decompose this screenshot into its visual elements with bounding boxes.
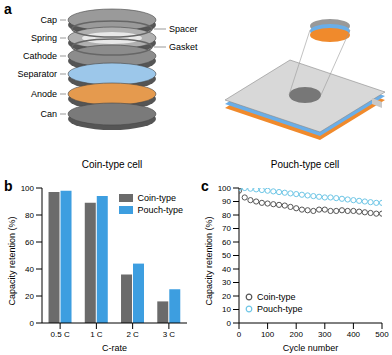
- svg-text:a: a: [4, 1, 12, 17]
- svg-text:20: 20: [25, 292, 34, 301]
- svg-text:0: 0: [237, 330, 242, 339]
- svg-text:1 C: 1 C: [90, 330, 103, 339]
- svg-text:Anode: Anode: [31, 89, 57, 99]
- svg-text:80: 80: [25, 211, 34, 220]
- svg-text:100: 100: [261, 330, 275, 339]
- html-text:Coin-type: Coin-type: [137, 193, 176, 203]
- svg-text:70: 70: [222, 224, 231, 233]
- svg-text:Capacity retention (%): Capacity retention (%): [204, 216, 214, 305]
- svg-text:Cathode: Cathode: [23, 51, 57, 61]
- svg-text:0: 0: [30, 319, 35, 328]
- svg-text:60: 60: [25, 238, 34, 247]
- svg-text:Spring: Spring: [31, 33, 57, 43]
- svg-text:Pouch-type cell: Pouch-type cell: [271, 159, 339, 170]
- svg-text:50: 50: [222, 251, 231, 260]
- svg-text:C-rate: C-rate: [102, 343, 127, 353]
- svg-text:Gasket: Gasket: [169, 42, 198, 52]
- svg-text:90: 90: [222, 197, 231, 206]
- html-text:c: c: [201, 178, 209, 194]
- svg-text:Coin-type cell: Coin-type cell: [82, 159, 143, 170]
- svg-text:100: 100: [21, 184, 35, 193]
- svg-text:400: 400: [347, 330, 361, 339]
- svg-text:2 C: 2 C: [126, 330, 139, 339]
- svg-text:Cycle number: Cycle number: [283, 343, 339, 353]
- svg-text:300: 300: [318, 330, 332, 339]
- svg-text:20: 20: [222, 292, 231, 301]
- svg-text:500: 500: [375, 330, 389, 339]
- svg-text:30: 30: [222, 278, 231, 287]
- svg-text:Spacer: Spacer: [169, 24, 198, 34]
- svg-text:3 C: 3 C: [163, 330, 176, 339]
- html-text:b: b: [4, 178, 13, 194]
- svg-text:200: 200: [290, 330, 304, 339]
- svg-text:Can: Can: [40, 109, 57, 119]
- svg-text:Capacity retention (%): Capacity retention (%): [7, 216, 17, 305]
- svg-text:80: 80: [222, 211, 231, 220]
- svg-text:10: 10: [222, 305, 231, 314]
- svg-text:40: 40: [222, 265, 231, 274]
- svg-text:Cap: Cap: [40, 15, 57, 25]
- html-text:Pouch-type: Pouch-type: [137, 205, 183, 215]
- html-text:Pouch-type: Pouch-type: [257, 304, 303, 314]
- svg-text:0: 0: [227, 319, 232, 328]
- svg-text:60: 60: [222, 238, 231, 247]
- html-text:Coin-type: Coin-type: [257, 292, 296, 302]
- svg-text:0.5 C: 0.5 C: [51, 330, 70, 339]
- svg-text:40: 40: [25, 265, 34, 274]
- svg-text:100: 100: [218, 184, 232, 193]
- svg-text:Separator: Separator: [17, 69, 57, 79]
